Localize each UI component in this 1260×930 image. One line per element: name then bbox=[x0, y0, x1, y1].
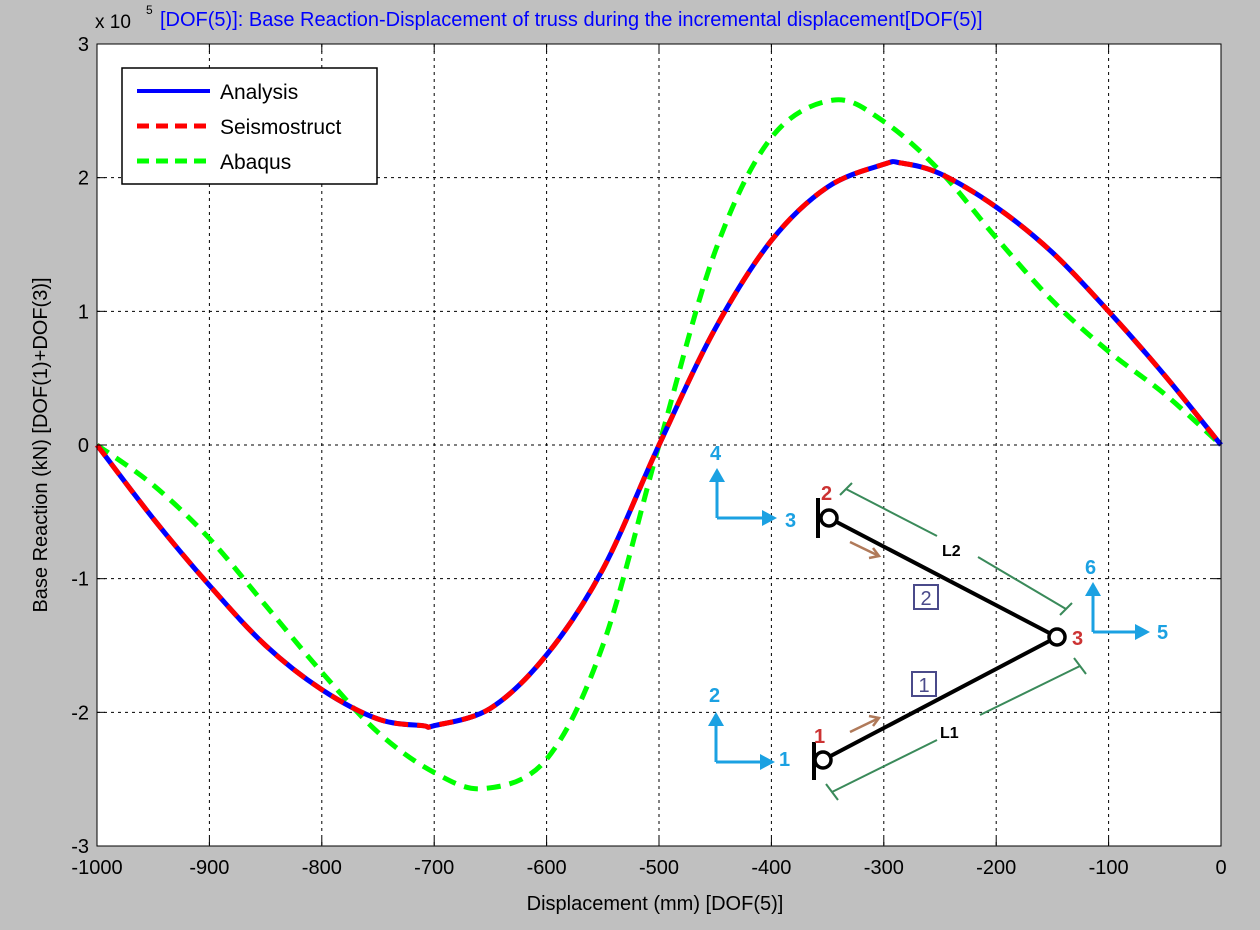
member-1-line bbox=[822, 635, 1058, 762]
y-tick-label: 2 bbox=[78, 168, 89, 190]
x-tick-label: 0 bbox=[1215, 857, 1226, 879]
length-label-l2: L2 bbox=[942, 543, 961, 560]
member-2-line bbox=[828, 516, 1058, 639]
x-tick-label: -700 bbox=[414, 857, 454, 879]
hinge-node-2 bbox=[819, 508, 839, 528]
member-direction-arrow-2 bbox=[849, 540, 882, 560]
member-box-2 bbox=[913, 584, 939, 610]
legend-label-analysis: Analysis bbox=[220, 81, 298, 104]
x-tick-label: -500 bbox=[639, 857, 679, 879]
member-box-1 bbox=[911, 671, 937, 697]
y-tick-label: 3 bbox=[78, 34, 89, 56]
y-tick-label: 1 bbox=[78, 301, 89, 323]
axis-ticks: -1000 -900 -800 -700 -600 -500 -400 -300 -200 -10… bbox=[71, 34, 1226, 879]
length-label-l1: L1 bbox=[940, 725, 959, 742]
chart-title: [DOF(5)]: Base Reaction-Displacement of … bbox=[160, 9, 983, 31]
node-label-2: 2 bbox=[821, 483, 832, 505]
dof-label-6: 6 bbox=[1085, 557, 1096, 579]
x-tick-label: -900 bbox=[189, 857, 229, 879]
node-label-1: 1 bbox=[814, 726, 825, 748]
legend-label-abaqus: Abaqus bbox=[220, 151, 291, 174]
legend-label-seismostruct: Seismostruct bbox=[220, 116, 342, 139]
x-tick-label: -1000 bbox=[71, 857, 122, 879]
member-direction-arrow-1 bbox=[849, 714, 882, 734]
y-tick-label: -3 bbox=[71, 836, 89, 858]
dof-label-2: 2 bbox=[709, 685, 720, 707]
x-tick-label: -300 bbox=[864, 857, 904, 879]
x-tick-label: -200 bbox=[976, 857, 1016, 879]
legend: Analysis Seismostruct Abaqus bbox=[121, 67, 378, 185]
y-axis-label: Base Reaction (kN) [DOF(1)+DOF(3)] bbox=[30, 277, 52, 612]
member-number-1: 1 bbox=[918, 675, 929, 697]
dimension-line-l1 bbox=[825, 657, 1087, 801]
y-tick-label: -2 bbox=[71, 702, 89, 724]
node-label-3: 3 bbox=[1072, 628, 1083, 650]
y-tick-label: -1 bbox=[71, 569, 89, 591]
x-tick-label: -600 bbox=[527, 857, 567, 879]
member-number-2: 2 bbox=[920, 588, 931, 610]
x-tick-label: -800 bbox=[302, 857, 342, 879]
x-tick-label: -100 bbox=[1089, 857, 1129, 879]
x-axis-label: Displacement (mm) [DOF(5)] bbox=[527, 893, 784, 915]
series-group bbox=[95, 97, 1223, 792]
series-line-seismostruct bbox=[95, 159, 1223, 730]
dof-arrows bbox=[708, 468, 1150, 770]
y-exponent: 5 bbox=[146, 3, 153, 17]
hinge-node-1 bbox=[813, 750, 833, 770]
x-tick-label: -400 bbox=[751, 857, 791, 879]
truss-diagram: 1 2 3 1 2 L1 L2 bbox=[708, 443, 1168, 801]
dof-label-4: 4 bbox=[710, 443, 722, 465]
dof-label-5: 5 bbox=[1157, 622, 1168, 644]
dimension-line-l2 bbox=[839, 482, 1073, 616]
dof-label-1: 1 bbox=[779, 749, 790, 771]
dof-label-3: 3 bbox=[785, 510, 796, 532]
hinge-node-3 bbox=[1047, 627, 1067, 647]
y-exponent-label: x 10 bbox=[95, 12, 131, 33]
y-tick-label: 0 bbox=[78, 435, 89, 457]
